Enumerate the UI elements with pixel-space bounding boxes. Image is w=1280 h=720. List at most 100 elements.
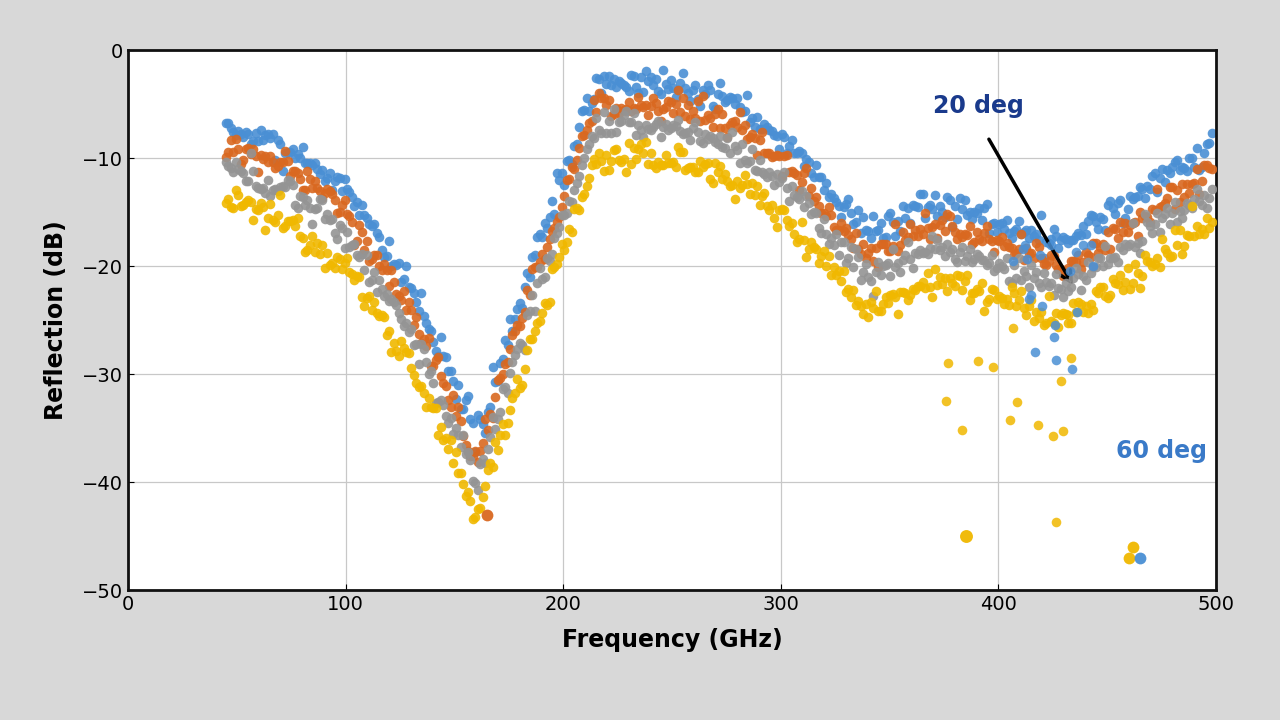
Point [1088,248,1108,259]
Point [1065,262,1085,274]
Point [1197,202,1217,214]
Point [692,161,713,172]
Point [238,194,259,205]
Point [818,251,838,262]
Point [628,91,649,103]
Point [554,190,575,202]
Point [361,274,381,286]
Point [379,235,399,247]
Point [1051,309,1071,320]
Point [594,91,614,103]
Point [1006,397,1027,408]
Point [408,382,429,393]
Point [361,253,381,265]
Point [1112,217,1133,228]
Point [799,243,819,255]
Point [530,315,550,327]
Point [470,459,490,470]
Point [799,156,819,168]
Point [1073,306,1093,318]
Point [233,199,253,211]
Point [1046,269,1066,280]
Point [525,249,545,261]
Point [1070,229,1091,240]
Point [579,105,599,117]
Point [559,173,580,184]
Point [552,202,572,213]
Point [783,167,804,179]
Point [666,120,686,132]
Point [1024,272,1044,284]
Point [453,478,474,490]
Point [302,183,323,194]
Point [1056,234,1076,246]
Point [1157,248,1178,259]
Point [477,464,498,475]
Point [312,164,333,176]
Point [937,356,957,368]
Point [495,334,516,346]
Point [918,222,938,234]
Point [732,179,753,191]
Point [485,423,506,435]
Point [639,124,659,135]
Point [1038,256,1059,267]
Point [902,230,923,242]
Point [658,157,678,168]
Point [977,296,997,307]
Point [783,147,804,158]
Point [828,225,849,236]
Point [700,84,721,96]
Point [712,108,732,120]
Point [498,356,518,368]
Point [1105,251,1125,263]
Point [241,139,261,150]
Point [408,358,429,369]
Point [1179,230,1199,242]
Point [812,227,832,238]
Point [708,139,728,150]
Point [927,232,947,243]
Point [347,197,367,208]
Point [1144,167,1165,179]
Point [685,112,705,124]
Point [504,349,525,361]
Point [631,125,652,136]
Point [527,317,548,328]
Point [1187,142,1207,153]
Point [448,402,468,413]
Point [594,70,614,81]
Point [602,127,622,138]
Point [305,175,325,186]
Point [364,266,384,277]
Point [1080,268,1101,279]
Point [1000,414,1020,426]
Point [915,207,936,218]
Point [576,124,596,135]
Point [485,392,506,403]
Point [780,220,800,231]
Point [865,225,886,236]
Point [463,417,484,428]
Point [1134,210,1155,222]
Point [695,89,716,100]
Point [564,185,585,197]
Point [1098,199,1119,211]
Point [357,212,378,224]
Point [539,211,559,222]
Point [278,174,298,186]
Point [1162,181,1183,192]
Point [230,128,251,140]
Point [573,189,594,200]
Point [643,159,663,171]
Point [332,185,352,197]
Point [567,202,588,214]
Point [451,404,471,415]
Point [411,287,431,299]
Point [1027,228,1047,240]
Point [384,276,404,288]
Point [1181,152,1202,163]
Point [794,161,814,172]
Point [920,199,941,211]
Point [1120,190,1140,202]
